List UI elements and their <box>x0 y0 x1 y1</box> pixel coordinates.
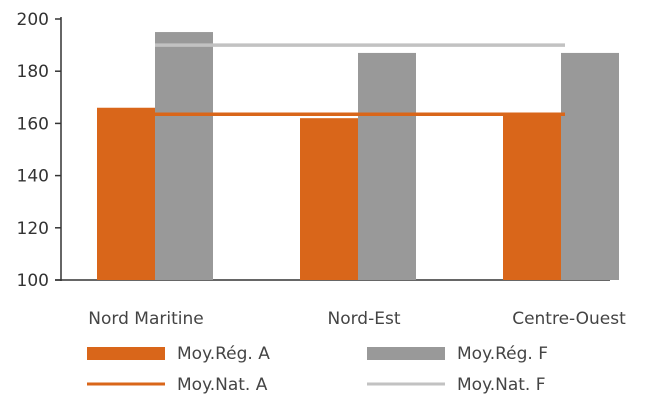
reference-lines <box>155 43 565 117</box>
legend-label: Moy.Rég. A <box>177 344 270 364</box>
legend-label: Moy.Nat. F <box>457 375 546 394</box>
y-tick-label: 120 <box>17 219 49 239</box>
bar-moy-reg-a <box>503 112 561 281</box>
category-label: Nord Maritine <box>88 309 203 329</box>
legend-item: Moy.Rég. A <box>87 344 270 364</box>
legend-label: Moy.Rég. F <box>457 344 548 364</box>
category-label: Centre-Ouest <box>512 309 626 329</box>
bars <box>97 32 619 281</box>
legend-swatch <box>367 347 445 360</box>
legend: Moy.Rég. A Moy.Rég. F Moy.Nat. A Moy.Nat. F <box>87 344 548 394</box>
legend-item: Moy.Nat. F <box>367 375 546 394</box>
y-tick-label: 160 <box>17 114 49 134</box>
bar-moy-reg-f <box>358 52 416 281</box>
x-axis-labels: Nord Maritine Nord-Est Centre-Ouest <box>88 309 626 329</box>
legend-label: Moy.Nat. A <box>177 375 268 394</box>
y-tick-label: 140 <box>17 167 49 187</box>
bar-moy-reg-a <box>300 118 358 281</box>
legend-item: Moy.Rég. F <box>367 344 548 364</box>
y-tick-label: 180 <box>17 62 49 82</box>
bar-moy-reg-a <box>97 107 155 281</box>
legend-swatch <box>87 347 165 360</box>
y-tick-label: 200 <box>17 10 49 30</box>
category-label: Nord-Est <box>328 309 401 329</box>
y-tick-label: 100 <box>17 271 49 291</box>
bar-moy-reg-f <box>155 32 213 280</box>
legend-item: Moy.Nat. A <box>87 375 268 394</box>
bar-moy-reg-f <box>561 52 619 281</box>
